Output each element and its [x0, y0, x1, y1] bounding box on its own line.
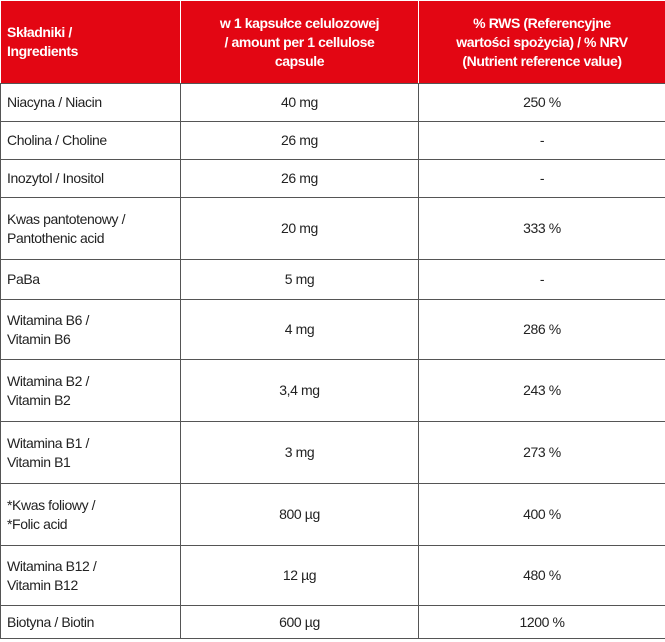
header-cell: % RWS (Referencyjne wartości spożycia) /… — [418, 0, 665, 84]
table-cell: 333 % — [418, 197, 665, 260]
table-cell: 800 µg — [180, 483, 419, 546]
table-cell: 243 % — [418, 359, 665, 422]
table-cell: 1200 % — [418, 605, 665, 639]
table-row: Kwas pantotenowy / Pantothenic acid 20 mg… — [0, 197, 665, 260]
table-cell: Niacyna / Niacin — [0, 83, 181, 122]
table-cell: 3 mg — [180, 421, 419, 484]
table-row: PaBa 5 mg - — [0, 259, 665, 300]
table-row: *Kwas foliowy / *Folic acid 800 µg 400 % — [0, 483, 665, 546]
table-row: Biotyna / Biotin 600 µg 1200 % — [0, 605, 665, 639]
table-row: Witamina B6 / Vitamin B6 4 mg 286 % — [0, 299, 665, 360]
table-row: Cholina / Choline 26 mg - — [0, 121, 665, 160]
table-cell: 3,4 mg — [180, 359, 419, 422]
table-row: Witamina B1 / Vitamin B1 3 mg 273 % — [0, 421, 665, 484]
table-cell: PaBa — [0, 259, 181, 300]
table-cell: 4 mg — [180, 299, 419, 360]
table-cell: 20 mg — [180, 197, 419, 260]
table-cell: Kwas pantotenowy / Pantothenic acid — [0, 197, 181, 260]
table-cell: 40 mg — [180, 83, 419, 122]
table-row: Inozytol / Inositol 26 mg - — [0, 159, 665, 198]
header-cell: w 1 kapsułce celulozowej / amount per 1 … — [180, 0, 419, 84]
table-row: Witamina B2 / Vitamin B2 3,4 mg 243 % — [0, 359, 665, 422]
table-cell: Cholina / Choline — [0, 121, 181, 160]
table-cell: Witamina B1 / Vitamin B1 — [0, 421, 181, 484]
table-body: Niacyna / Niacin 40 mg 250 % Cholina / Chol… — [0, 83, 665, 639]
table-cell: 250 % — [418, 83, 665, 122]
table-cell: 600 µg — [180, 605, 419, 639]
table-cell: - — [418, 121, 665, 160]
table-row: Witamina B12 / Vitamin B12 12 µg 480 % — [0, 545, 665, 606]
table-cell: 5 mg — [180, 259, 419, 300]
header-row: Składniki / Ingredients w 1 kapsułce celu… — [0, 0, 665, 84]
table-cell: 480 % — [418, 545, 665, 606]
table-cell: - — [418, 159, 665, 198]
table-cell: Inozytol / Inositol — [0, 159, 181, 198]
table-cell: Witamina B6 / Vitamin B6 — [0, 299, 181, 360]
table-cell: *Kwas foliowy / *Folic acid — [0, 483, 181, 546]
table-cell: 400 % — [418, 483, 665, 546]
table-cell: Biotyna / Biotin — [0, 605, 181, 639]
table-cell: - — [418, 259, 665, 300]
table-cell: Witamina B12 / Vitamin B12 — [0, 545, 181, 606]
header-cell: Składniki / Ingredients — [0, 0, 181, 84]
table-cell: 286 % — [418, 299, 665, 360]
table-cell: 26 mg — [180, 121, 419, 160]
table-cell: 273 % — [418, 421, 665, 484]
table-row: Niacyna / Niacin 40 mg 250 % — [0, 83, 665, 122]
table-cell: 12 µg — [180, 545, 419, 606]
table-cell: 26 mg — [180, 159, 419, 198]
table-cell: Witamina B2 / Vitamin B2 — [0, 359, 181, 422]
